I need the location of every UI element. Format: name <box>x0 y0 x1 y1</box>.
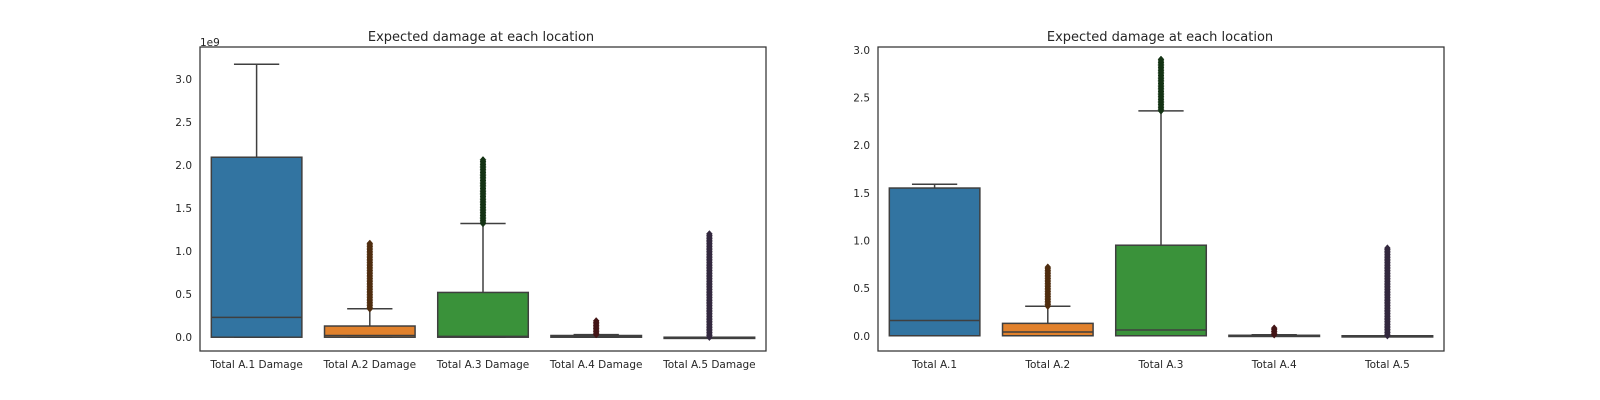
right-chart-x-axis: Total A.1 Total A.2 Total A.3 Total A.4 Tota… <box>911 359 1410 371</box>
left-chart-box-5 <box>663 230 756 341</box>
left-chart-ytick-label: 2.0 <box>175 160 192 172</box>
left-chart-box-4 <box>550 317 643 339</box>
left-chart-title: Expected damage at each location <box>368 30 594 45</box>
right-chart-ytick-label: 1.5 <box>853 188 870 200</box>
left-chart-box-1 <box>210 63 303 338</box>
left-chart-xtick-label: Total A.5 Damage <box>662 359 756 371</box>
left-chart-panel: Expected damage at each location 1e9 0.0… <box>175 30 767 371</box>
right-chart-ytick-label: 0.5 <box>853 283 870 295</box>
left-chart-scale-label: 1e9 <box>200 37 220 49</box>
left-chart-ytick-label: 3.0 <box>175 74 192 86</box>
left-chart-ytick-label: 0.0 <box>175 332 192 344</box>
left-chart-box-3 <box>436 156 530 338</box>
left-chart-ytick-label: 1.5 <box>175 203 192 215</box>
right-chart-box-1 <box>888 183 981 337</box>
right-chart-frame <box>877 46 1445 352</box>
right-chart-xtick-label: Total A.2 <box>1024 359 1070 371</box>
outlier-point <box>706 230 713 238</box>
box-body <box>436 291 530 338</box>
left-chart-xtick-label: Total A.2 Damage <box>323 359 417 371</box>
left-chart-x-axis: Total A.1 Damage Total A.2 Damage Total A.… <box>209 359 755 371</box>
outlier-point <box>1157 55 1165 64</box>
right-chart-ytick-label: 3.0 <box>853 45 870 57</box>
right-chart-marks <box>888 55 1434 340</box>
right-chart-xtick-label: Total A.1 <box>911 359 957 371</box>
right-chart-xtick-label: Total A.3 <box>1138 359 1184 371</box>
outlier-point <box>1384 244 1391 252</box>
right-chart-ytick-label: 2.0 <box>853 140 870 152</box>
left-chart-xtick-label: Total A.1 Damage <box>209 359 303 371</box>
outlier-point <box>366 239 374 248</box>
right-chart-xtick-label: Total A.4 <box>1251 359 1297 371</box>
left-chart-xtick-label: Total A.3 Damage <box>436 359 530 371</box>
left-chart-frame <box>199 46 767 352</box>
box-body <box>1114 244 1208 337</box>
outlier-point <box>592 317 600 325</box>
box-body <box>323 325 416 338</box>
left-chart-box-2 <box>323 239 416 338</box>
outlier-point <box>1044 263 1052 271</box>
right-chart-ytick-label: 1.0 <box>853 235 870 247</box>
box-body <box>888 187 981 337</box>
right-chart-ytick-label: 2.5 <box>853 93 870 105</box>
right-chart-box-4 <box>1228 324 1321 339</box>
right-chart-xtick-label: Total A.5 <box>1364 359 1410 371</box>
outlier-point <box>1270 324 1278 332</box>
right-chart-panel: Expected damage at each location 0.0 0.5 1… <box>853 30 1445 371</box>
right-chart-box-3 <box>1114 55 1208 337</box>
left-chart-ytick-label: 0.5 <box>175 289 192 301</box>
box-body <box>1001 322 1094 337</box>
right-chart-box-2 <box>1001 263 1094 337</box>
left-chart-ytick-label: 2.5 <box>175 117 192 129</box>
left-chart-xtick-label: Total A.4 Damage <box>549 359 643 371</box>
right-chart-y-axis: 0.0 0.5 1.0 1.5 2.0 2.5 3.0 <box>853 45 870 343</box>
left-chart-y-axis: 0.0 0.5 1.0 1.5 2.0 2.5 3.0 <box>175 74 192 344</box>
left-chart-marks <box>210 63 756 341</box>
box-body <box>210 156 303 338</box>
right-chart-title: Expected damage at each location <box>1047 30 1273 45</box>
right-chart-ytick-label: 0.0 <box>853 331 870 343</box>
outlier-point <box>479 156 487 164</box>
left-chart-ytick-label: 1.0 <box>175 246 192 258</box>
right-chart-box-5 <box>1341 244 1434 340</box>
